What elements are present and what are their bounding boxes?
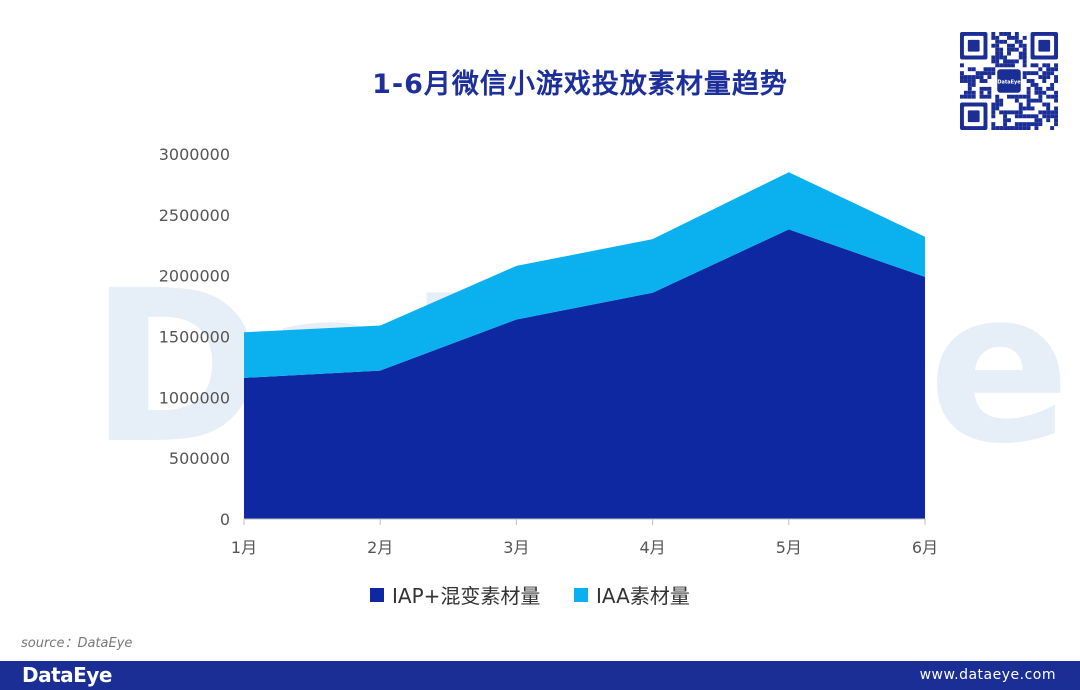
- x-tick-label: 4月: [640, 538, 666, 557]
- area-series-2: [244, 172, 925, 378]
- source-note: source：DataEye: [21, 636, 133, 651]
- x-tick-label: 2月: [367, 538, 393, 557]
- chart-title: 1-6月微信小游戏投放素材量趋势: [372, 69, 788, 100]
- qr-logo-badge: [997, 69, 1021, 93]
- y-tick-label: 2500000: [159, 206, 230, 225]
- y-tick-label: 500000: [169, 449, 230, 468]
- stacked-area-chart: DataEye1月2月3月4月5月6月050000010000001500000…: [90, 145, 1071, 608]
- legend-label: IAA素材量: [596, 584, 690, 608]
- legend-swatch: [574, 588, 588, 602]
- x-tick-label: 5月: [776, 538, 802, 557]
- x-tick-label: 1月: [231, 538, 257, 557]
- legend-swatch: [370, 588, 384, 602]
- y-tick-label: 0: [220, 510, 230, 529]
- x-tick-label: 3月: [503, 538, 529, 557]
- qr-code: DataEye: [960, 32, 1058, 130]
- footer-website: www.dataeye.com: [919, 667, 1056, 683]
- y-tick-label: 2000000: [159, 267, 230, 286]
- qr-logo-text: DataEye: [997, 79, 1021, 85]
- area-series-1: [244, 229, 925, 519]
- x-tick-label: 6月: [912, 538, 938, 557]
- legend-label: IAP+混变素材量: [392, 584, 540, 608]
- footer-brand-logo: DataEye: [22, 663, 112, 687]
- footer-bar: DataEye www.dataeye.com: [0, 661, 1080, 690]
- y-tick-label: 1500000: [159, 328, 230, 347]
- y-tick-label: 1000000: [159, 388, 230, 407]
- y-tick-label: 3000000: [159, 145, 230, 164]
